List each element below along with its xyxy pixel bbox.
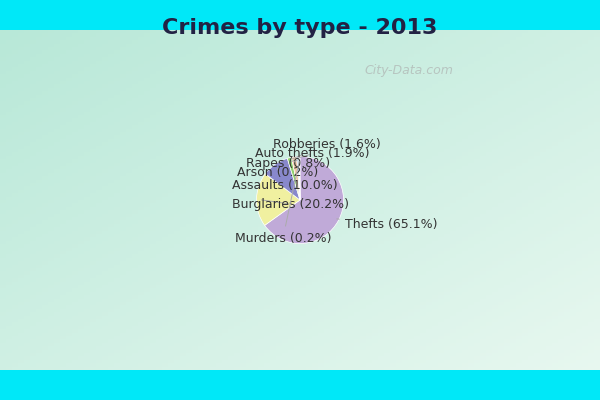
- Wedge shape: [256, 174, 300, 225]
- Text: Robberies (1.6%): Robberies (1.6%): [273, 138, 380, 159]
- Text: Assaults (10.0%): Assaults (10.0%): [232, 169, 338, 192]
- Wedge shape: [265, 156, 344, 244]
- Text: Burglaries (20.2%): Burglaries (20.2%): [232, 198, 349, 210]
- Wedge shape: [265, 158, 300, 200]
- Wedge shape: [287, 157, 300, 200]
- Text: Arson (0.2%): Arson (0.2%): [238, 160, 319, 179]
- Text: Auto thefts (1.9%): Auto thefts (1.9%): [255, 147, 370, 160]
- Text: Murders (0.2%): Murders (0.2%): [235, 161, 331, 244]
- Text: City-Data.com: City-Data.com: [364, 64, 453, 77]
- Text: Crimes by type - 2013: Crimes by type - 2013: [163, 18, 437, 38]
- Wedge shape: [297, 156, 300, 200]
- Text: Rapes (0.8%): Rapes (0.8%): [245, 157, 330, 170]
- Wedge shape: [299, 156, 300, 200]
- Wedge shape: [292, 157, 300, 200]
- Text: Thefts (65.1%): Thefts (65.1%): [337, 218, 437, 231]
